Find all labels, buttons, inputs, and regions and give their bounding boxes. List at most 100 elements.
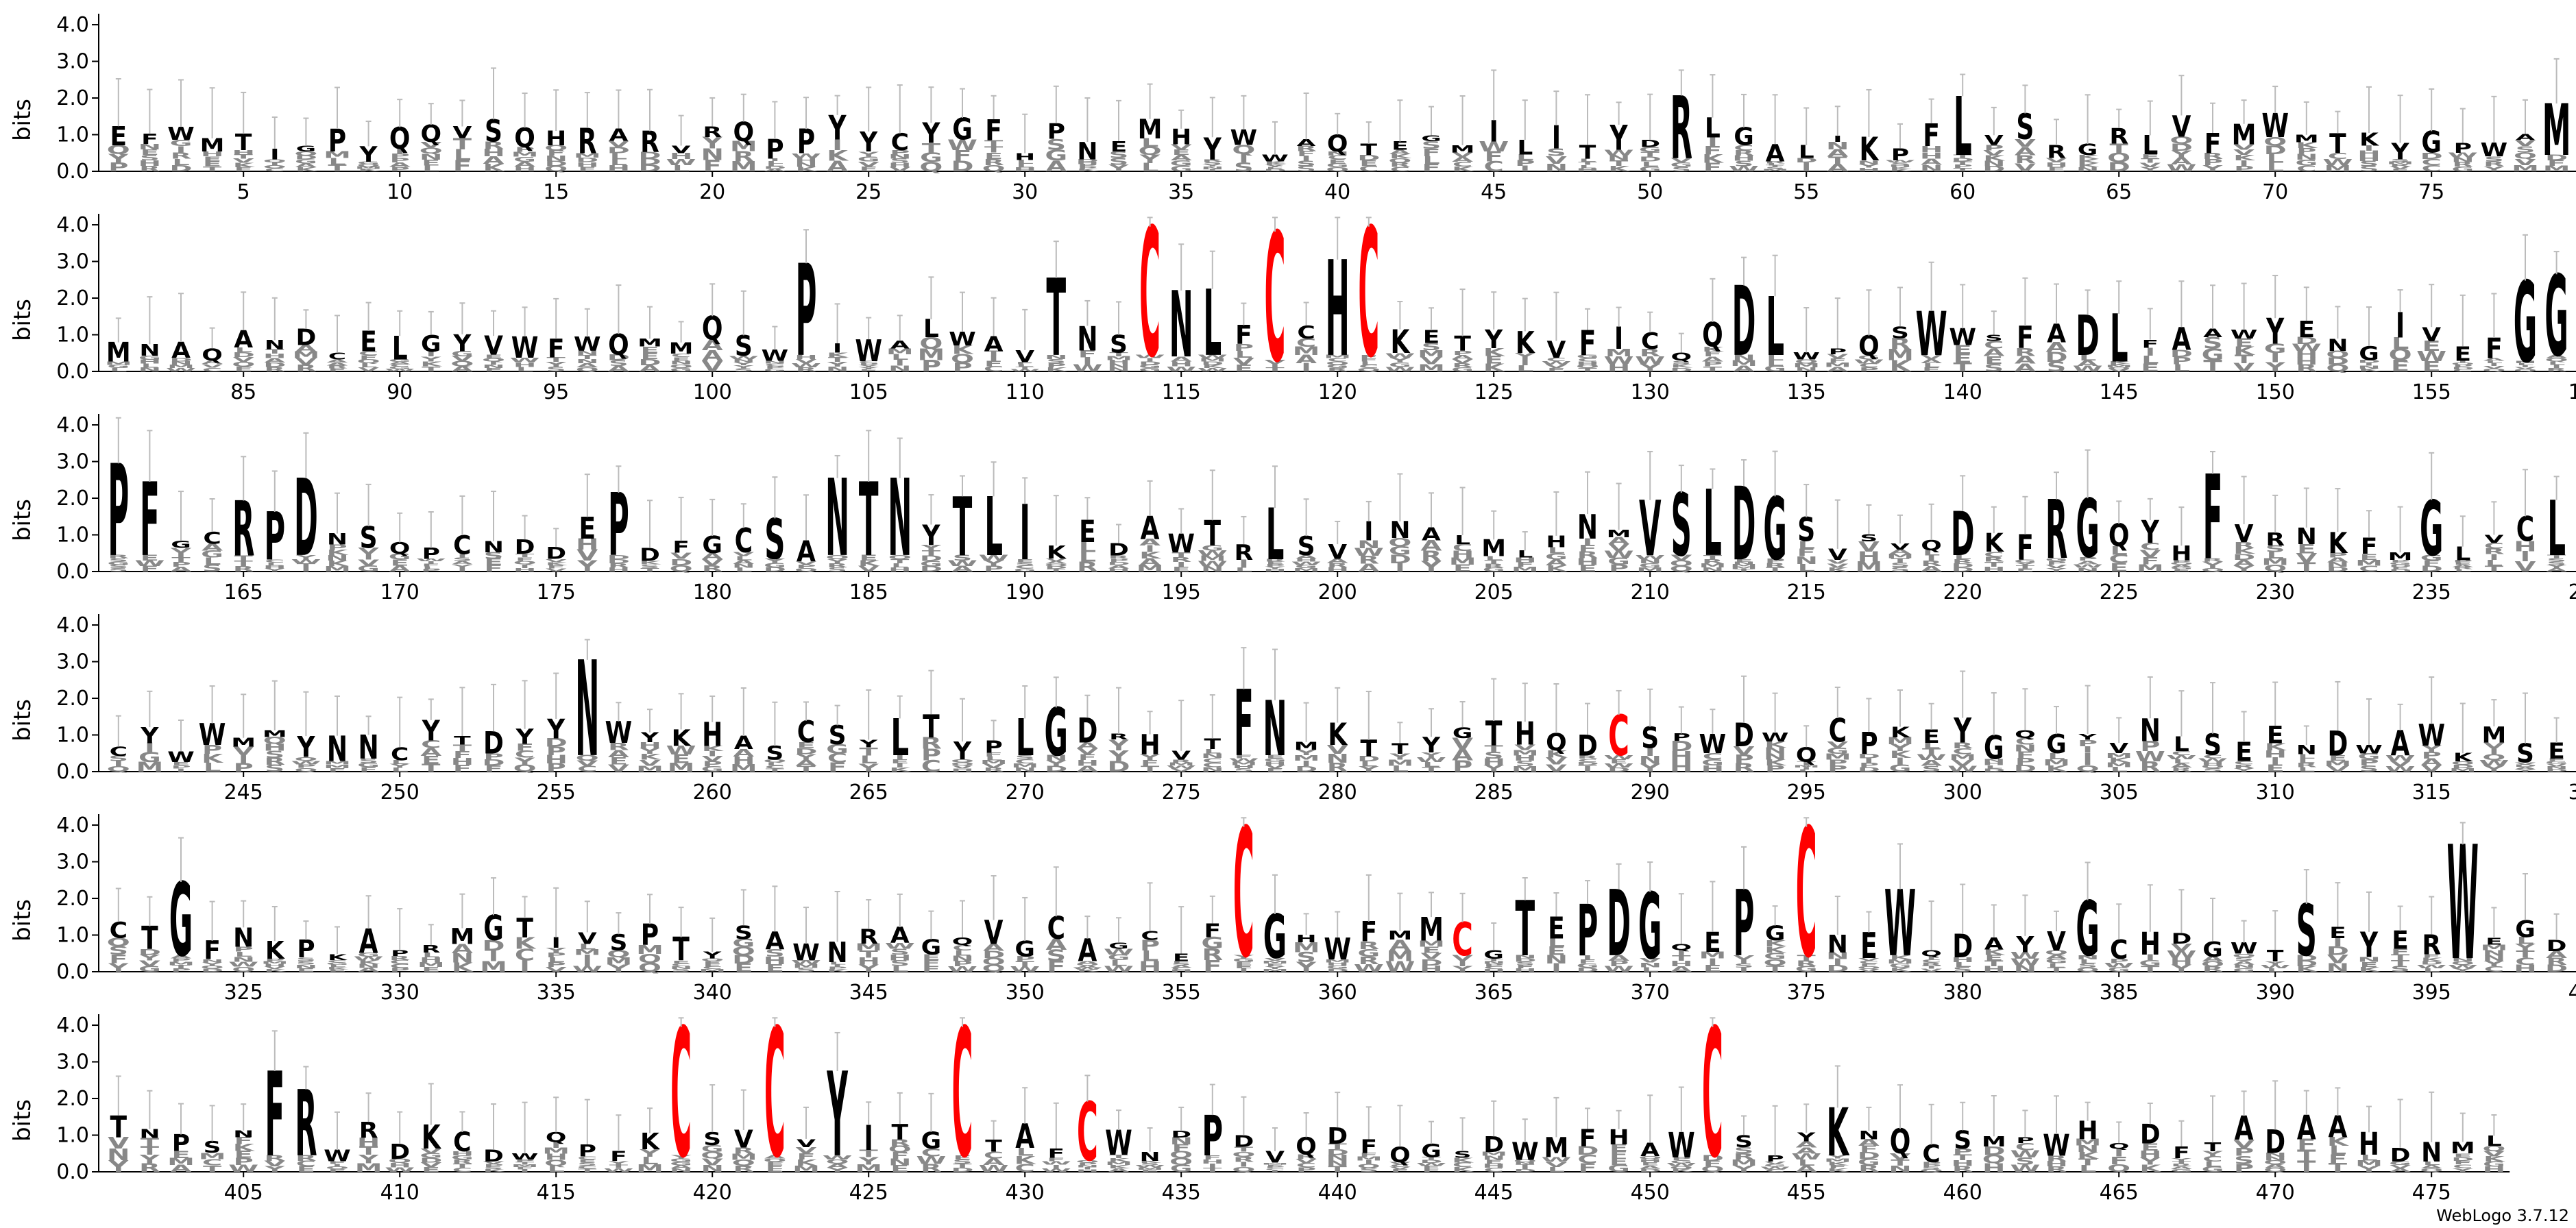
logo-letter-minor: S xyxy=(1891,162,1910,165)
logo-letter: T xyxy=(1361,141,1378,159)
logo-letter-minor: D xyxy=(2295,336,2318,347)
logo-letter: N xyxy=(1077,138,1097,165)
logo-letter: M xyxy=(2388,550,2413,563)
x-tick-label: 90 xyxy=(387,380,413,404)
logo-letter-minor: P xyxy=(546,745,566,758)
logo-letter: D xyxy=(1577,730,1598,763)
logo-letter-minor: A xyxy=(171,565,193,573)
logo-letter-minor: C xyxy=(2140,541,2160,553)
logo-letter-minor: A xyxy=(295,162,317,169)
logo-letter-minor: L xyxy=(1923,362,1940,369)
logo-letter-minor: S xyxy=(108,567,128,573)
logo-letter: K xyxy=(2359,130,2380,151)
logo-letter-minor: P xyxy=(234,761,254,774)
x-tick-label: 60 xyxy=(1949,180,1976,204)
logo-letter-minor: P xyxy=(2078,556,2098,562)
x-tick-label: 340 xyxy=(693,981,732,1005)
x-tick-label: 55 xyxy=(1793,180,1819,204)
logo-letter-minor: V xyxy=(796,358,818,365)
logo-letter-minor: K xyxy=(1890,167,1912,170)
logo-letter-minor: V xyxy=(2109,369,2130,372)
logo-letter-minor: P xyxy=(1703,360,1723,368)
logo-letter-minor: E xyxy=(1984,354,2003,367)
logo-letter-minor: M xyxy=(1730,566,1758,570)
logo-letter-minor: E xyxy=(1954,343,1972,357)
logo-row-1: bits 0.0 1.0 2.0 3.0 4.0 5 10 15 20 25 30 35 40 45 50 55… xyxy=(9,13,2576,204)
x-tick-label: 70 xyxy=(2262,180,2288,204)
logo-letter: F xyxy=(1235,320,1252,350)
logo-letter-minor: A xyxy=(1045,561,1067,565)
logo-letter-minor: E xyxy=(391,558,409,567)
logo-letter-minor: E xyxy=(2172,569,2191,572)
logo-letter: M xyxy=(1607,528,1631,540)
logo-letter-minor: R xyxy=(1734,149,1755,157)
logo-letter-minor: T xyxy=(578,354,597,360)
x-tick-label: 15 xyxy=(543,180,569,204)
logo-letter-minor: A xyxy=(608,748,630,760)
logo-letter-minor: W xyxy=(1479,139,1509,155)
logo-letter-minor: N xyxy=(1920,163,1943,173)
logo-letter-minor: N xyxy=(138,143,161,151)
logo-letter-minor: Q xyxy=(544,164,568,173)
logo-letter-minor: Q xyxy=(1388,537,1411,550)
logo-letter-minor: S xyxy=(1015,561,1035,566)
logo-letter-minor: Y xyxy=(1858,163,1880,169)
logo-letter: I xyxy=(1833,134,1842,144)
logo-letter: G xyxy=(702,532,722,559)
logo-letter: W xyxy=(1793,351,1820,362)
logo-letter-minor: C xyxy=(2453,369,2472,372)
logo-letter: G xyxy=(421,331,441,357)
logo-letter-minor: W xyxy=(947,559,977,568)
logo-letter-minor: M xyxy=(1324,354,1351,359)
logo-letter-minor: Y xyxy=(2202,164,2223,173)
x-tick-label: 355 xyxy=(1162,981,1201,1005)
logo-letter-minor: D xyxy=(638,357,661,367)
logo-letter-minor: R xyxy=(1452,362,1473,369)
logo-letter-minor: A xyxy=(1702,355,1724,363)
logo-letter-minor: E xyxy=(1359,159,1378,168)
logo-letter-minor: T xyxy=(515,552,535,558)
logo-letter-minor: A xyxy=(2171,156,2193,167)
footer-label: WebLogo 3.7.12 xyxy=(2436,1206,2569,1225)
logo-letter-minor: G xyxy=(1326,162,1349,169)
x-tick-label: 35 xyxy=(1168,180,1194,204)
logo-letter: T xyxy=(110,1110,127,1144)
logo-letter-minor: F xyxy=(453,763,472,774)
logo-letter-minor: G xyxy=(357,762,380,769)
logo-letter-minor: N xyxy=(2076,567,2099,573)
logo-letter-minor: K xyxy=(1265,163,1287,167)
logo-letter-minor: H xyxy=(888,566,911,573)
logo-letter: S xyxy=(2016,107,2034,147)
logo-letter-minor: Q xyxy=(263,158,287,163)
logo-letter-minor: D xyxy=(638,157,661,167)
logo-letter-minor: E xyxy=(2422,359,2441,375)
logo-letter-minor: A xyxy=(733,559,755,565)
logo-letter-minor: F xyxy=(515,556,534,563)
logo-letter-minor: T xyxy=(422,365,440,373)
logo-letter-minor: M xyxy=(574,151,601,159)
logo-letter-minor: Q xyxy=(670,563,693,574)
logo-letter-minor: T xyxy=(2485,564,2503,573)
logo-letter-minor: R xyxy=(2452,161,2473,169)
x-tick-label: 80 xyxy=(2575,180,2576,204)
logo-letter-minor: F xyxy=(1578,543,1596,554)
logo-letter: D xyxy=(1108,540,1129,560)
logo-letter-minor: Q xyxy=(2170,135,2193,146)
logo-letter: G xyxy=(921,1128,942,1155)
logo-letter-minor: V xyxy=(2515,559,2537,575)
logo-letter-minor: T xyxy=(1734,569,1753,573)
logo-letter-minor: L xyxy=(422,566,439,570)
logo-letter-minor: E xyxy=(203,155,221,163)
logo-letter-minor: T xyxy=(640,567,659,572)
logo-letter: R xyxy=(2265,530,2285,550)
logo-letter-minor: L xyxy=(1016,364,1033,367)
logo-letter-minor: L xyxy=(422,164,440,173)
logo-letter-minor: C xyxy=(2422,157,2442,167)
logo-letter-minor: L xyxy=(454,146,471,164)
y-axis-label: bits xyxy=(9,499,36,541)
logo-letter-minor: Y xyxy=(2483,165,2505,173)
logo-letter-minor: H xyxy=(138,358,161,365)
logo-letter-minor: T xyxy=(2141,158,2160,164)
logo-letter-minor: F xyxy=(953,147,971,164)
logo-letter-minor: E xyxy=(1485,354,1503,367)
